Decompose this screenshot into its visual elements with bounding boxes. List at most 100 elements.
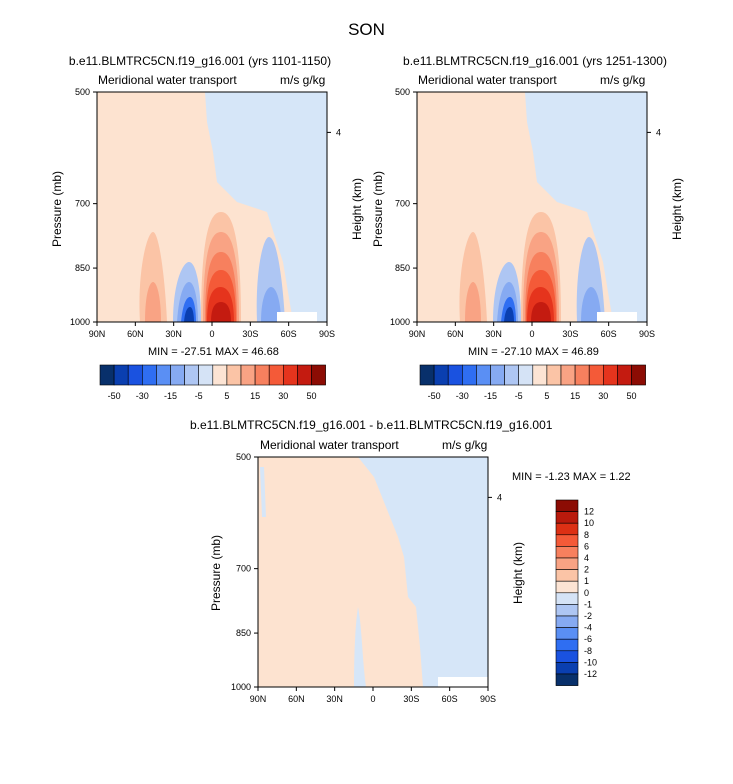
panel-1-negative-lobe-center <box>184 307 194 322</box>
panel-3-ytick-label: 1000 <box>231 682 251 692</box>
panel-2-ytick-label: 500 <box>395 87 410 97</box>
colorbar-3-swatch <box>555 569 579 582</box>
panel-1-units-label: m/s g/kg <box>280 73 326 87</box>
panel-3-missing-data <box>438 677 488 687</box>
colorbar-2-label: 50 <box>626 391 636 401</box>
panel-1-missing-data <box>277 312 317 322</box>
colorbar-1-swatch <box>142 364 157 386</box>
colorbar-2-swatch <box>617 364 632 386</box>
colorbar-1-label: 30 <box>278 391 288 401</box>
panel-2-positive-core-60n <box>465 282 481 322</box>
panel-2-ytick-label: 700 <box>395 199 410 209</box>
colorbar-3-swatch <box>555 662 579 675</box>
panel-2-xtick-label: 30N <box>485 329 502 339</box>
panel-2-plot <box>416 91 648 323</box>
colorbar-3-label: 4 <box>584 553 589 563</box>
panel-3-units-label: m/s g/kg <box>442 438 488 452</box>
panel-3-negative-strip-north <box>260 467 266 517</box>
panel-1-southern-negative-region <box>205 92 327 322</box>
colorbar-2-swatch <box>631 364 646 386</box>
panel-2-units-label: m/s g/kg <box>600 73 646 87</box>
colorbar-3-swatch <box>555 511 579 524</box>
colorbar-1-swatch <box>240 364 256 386</box>
panel-3-xtick-label: 0 <box>370 694 375 704</box>
colorbar-1-swatch <box>254 364 270 386</box>
colorbar-2-swatch <box>461 364 477 386</box>
panel-2-ytick-label: 1000 <box>390 317 410 327</box>
panel-3-variable-label: Meridional water transport <box>260 438 399 452</box>
panel-2-missing-data <box>597 312 637 322</box>
colorbar-1-swatch <box>198 364 214 386</box>
colorbar-2-swatch <box>560 364 576 386</box>
panel-1-ytick-label: 1000 <box>70 317 90 327</box>
colorbar-1-swatch <box>156 364 171 386</box>
colorbar-3-swatch <box>555 592 579 605</box>
panel-3-ytick-label: 500 <box>236 452 251 462</box>
colorbar-2-swatch <box>588 364 604 386</box>
colorbar-2-swatch <box>504 364 520 386</box>
colorbar-1-swatch <box>226 364 242 386</box>
colorbar-3-label: 8 <box>584 530 589 540</box>
colorbar-3-swatch <box>555 627 579 640</box>
panel-1-plot <box>96 91 328 323</box>
colorbar-3-label: 10 <box>584 518 594 528</box>
panel-2-ytick-label: 850 <box>395 263 410 273</box>
panel-1-xtick-label: 30S <box>242 329 258 339</box>
colorbar-2-swatch <box>419 364 435 386</box>
colorbar-3-label: 2 <box>584 565 589 575</box>
panel-3-xtick-label: 90N <box>250 694 267 704</box>
panel-2-variable-label: Meridional water transport <box>418 73 557 87</box>
colorbar-2-swatch <box>602 364 618 386</box>
panel-2-negative-lobe-center <box>504 307 514 322</box>
colorbar-2-swatch <box>546 364 562 386</box>
colorbar-1-label: -50 <box>108 391 121 401</box>
colorbar-1-swatch <box>184 364 200 386</box>
colorbar-1-label: -15 <box>164 391 177 401</box>
colorbar-3-label: 1 <box>584 576 589 586</box>
panel-1-ytick-right-label: 4 <box>336 127 341 137</box>
panel-2-xtick-label: 90N <box>409 329 426 339</box>
colorbar-3-swatch <box>555 604 579 617</box>
colorbar-2-label: -30 <box>456 391 469 401</box>
panel-3-ytick-label: 850 <box>236 628 251 638</box>
panel-1-xtick-label: 90N <box>89 329 106 339</box>
panel-1-xtick-label: 90S <box>319 329 335 339</box>
panel-2-xtick-label: 30S <box>562 329 578 339</box>
panel-1-positive-core-60n <box>145 282 161 322</box>
colorbar-2-label: -50 <box>428 391 441 401</box>
panel-1-xtick-label: 60S <box>281 329 297 339</box>
panel-2-title: b.e11.BLMTRC5CN.f19_g16.001 (yrs 1251-13… <box>403 54 667 68</box>
colorbar-1-swatch <box>127 364 143 386</box>
panel-2-xtick-label: 0 <box>529 329 534 339</box>
colorbar-1-label: 50 <box>306 391 316 401</box>
panel-1-stats: MIN = -27.51 MAX = 46.68 <box>148 346 279 358</box>
colorbar-1-swatch <box>268 364 284 386</box>
panel-1-variable-label: Meridional water transport <box>98 73 237 87</box>
colorbar-3-swatch <box>555 557 579 570</box>
panel-1-xtick-label: 60N <box>127 329 144 339</box>
colorbar-1-swatch <box>99 364 115 386</box>
colorbar-2-swatch <box>447 364 463 386</box>
panel-3-xtick-label: 30S <box>403 694 419 704</box>
panel-3-xtick-label: 60S <box>442 694 458 704</box>
panel-2-xtick-label: 90S <box>639 329 655 339</box>
colorbar-1-label: -5 <box>195 391 203 401</box>
panel-3-xtick-label: 60N <box>288 694 305 704</box>
panel-3-negative-strip-equator <box>354 607 366 687</box>
colorbar-3-label: -12 <box>584 669 597 679</box>
figure-title: SON <box>348 20 385 39</box>
colorbar-2-swatch <box>518 364 534 386</box>
panel-1-xtick-label: 30N <box>165 329 182 339</box>
panel-1-ytick-label: 850 <box>75 263 90 273</box>
panel-2-positive-core-6 <box>531 302 551 322</box>
colorbar-2-swatch <box>490 364 505 386</box>
panel-3-xtick-label: 90S <box>480 694 496 704</box>
colorbar-2-label: 5 <box>544 391 549 401</box>
colorbar-1-swatch <box>212 364 228 386</box>
colorbar-3-swatch <box>555 580 579 594</box>
colorbar-3-label: -6 <box>584 634 592 644</box>
colorbar-1-swatch <box>113 364 129 386</box>
panel-1-positive-core-6 <box>211 302 231 322</box>
colorbar-3-label: -8 <box>584 646 592 656</box>
